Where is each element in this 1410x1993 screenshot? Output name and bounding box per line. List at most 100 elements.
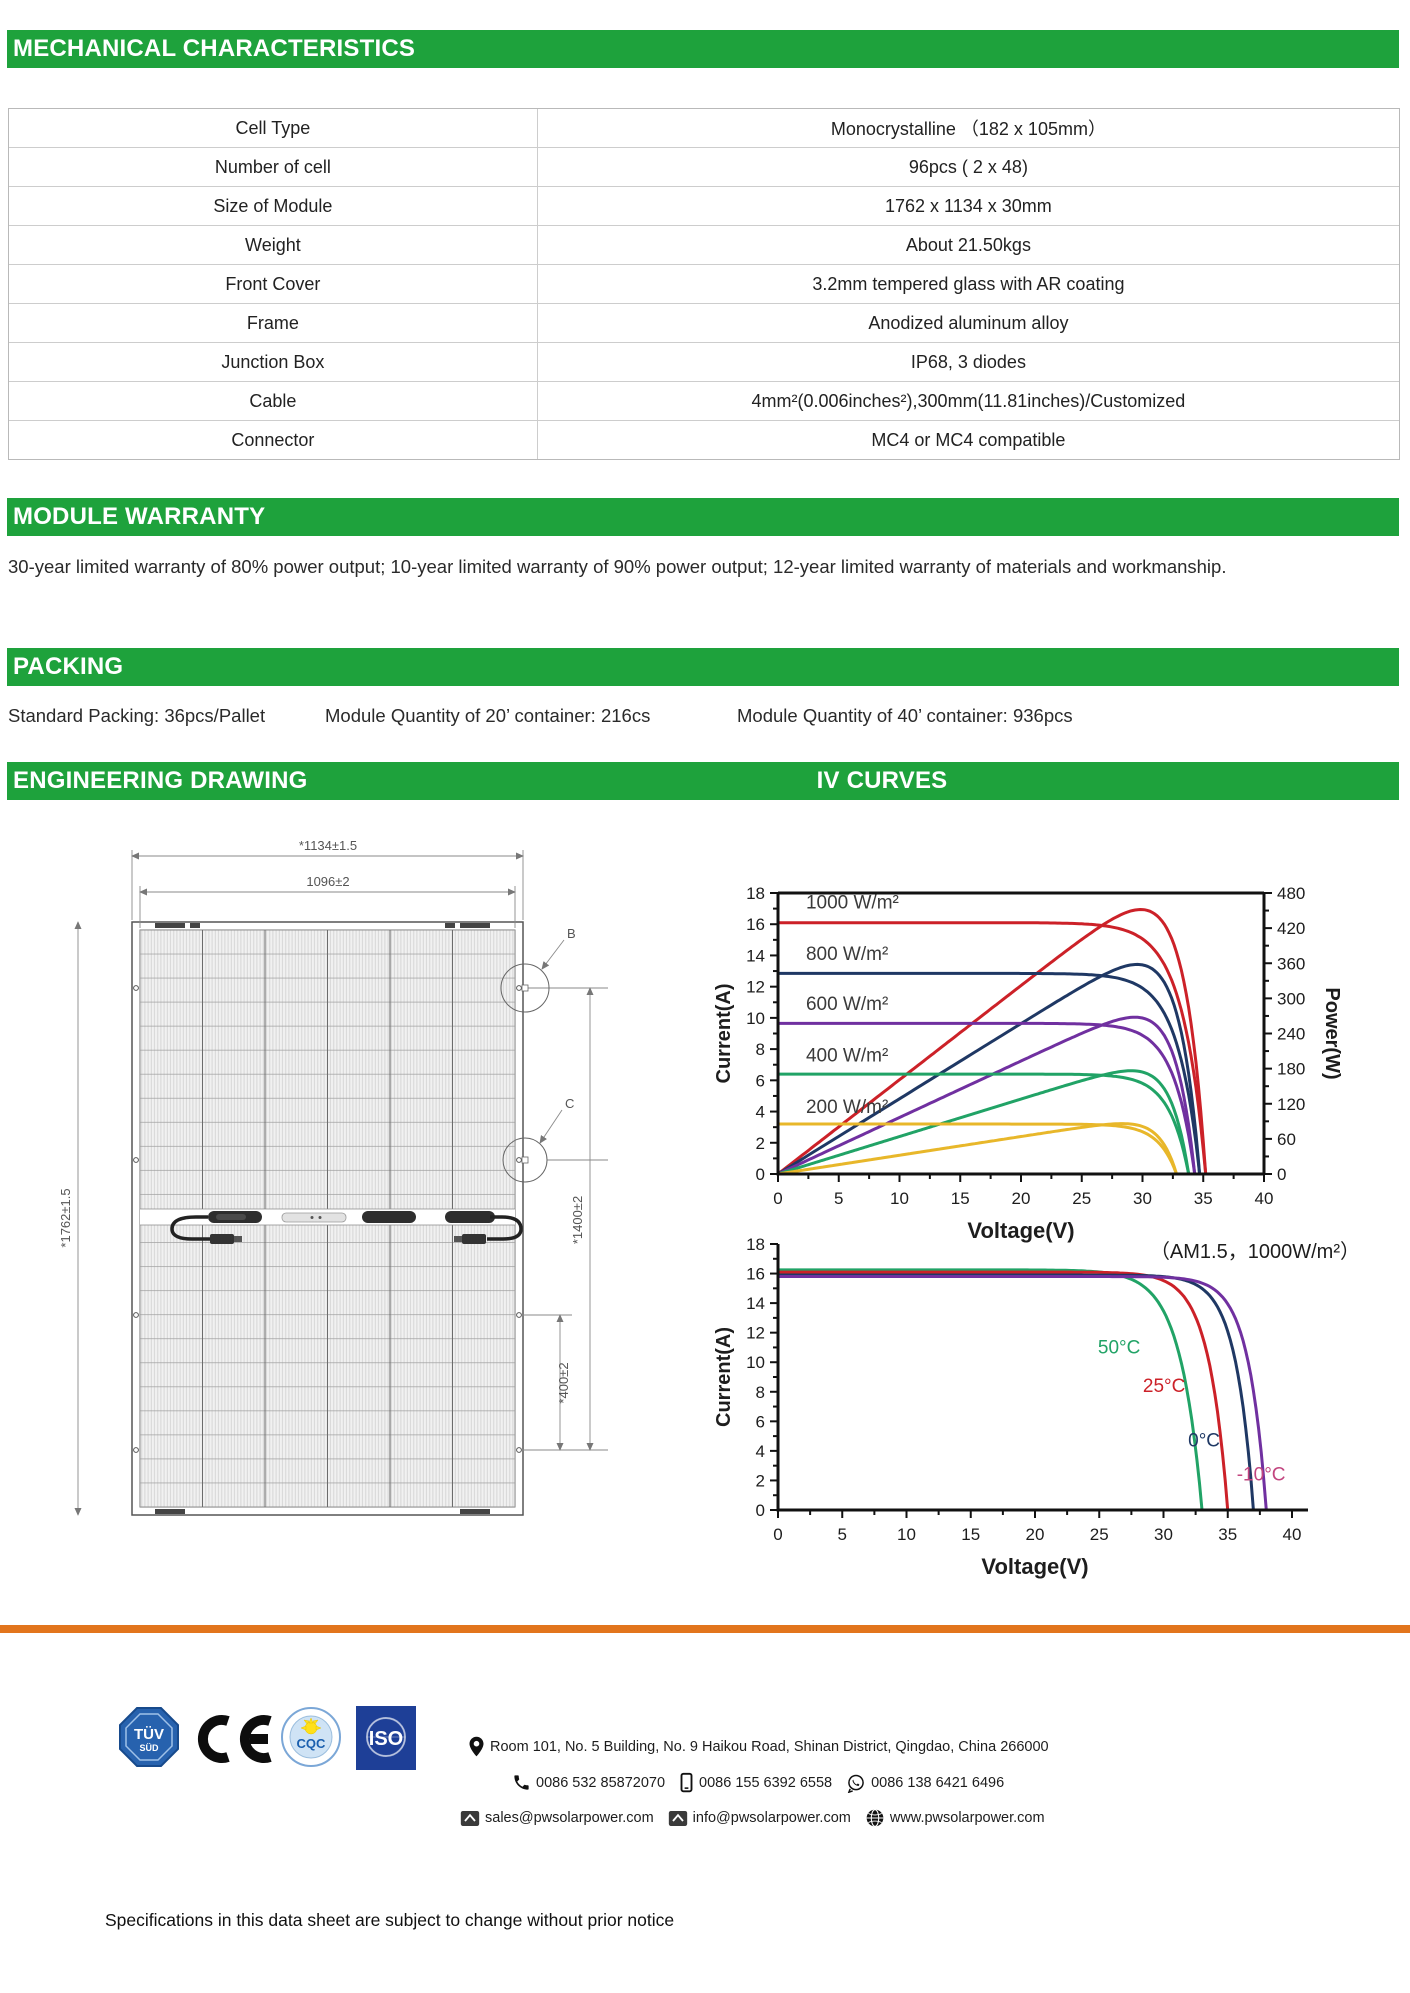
curve-label: 1000 W/m² [806, 893, 899, 914]
table-row: Front Cover 3.2mm tempered glass with AR … [9, 265, 1399, 304]
svg-text:2: 2 [756, 1471, 765, 1490]
svg-text:12: 12 [746, 978, 765, 997]
warranty-text: 30-year limited warranty of 80% power ou… [8, 556, 1227, 577]
svg-text:300: 300 [1277, 989, 1305, 1008]
left-axis-title: Current(A) [713, 984, 735, 1084]
row-label: Connector [9, 421, 538, 459]
iso-logo: ISO [356, 1706, 416, 1770]
svg-text:10: 10 [746, 1353, 765, 1372]
curve-label: 50°C [1098, 1337, 1140, 1358]
address-line: Room 101, No. 5 Building, No. 9 Haikou R… [468, 1736, 1049, 1757]
section-title-iv-curves: IV CURVES [816, 767, 948, 794]
whatsapp-number: 0086 138 6421 6496 [871, 1774, 1005, 1791]
svg-text:25: 25 [1090, 1525, 1109, 1544]
packing-standard: Standard Packing: 36pcs/Pallet [8, 705, 266, 726]
svg-text:4: 4 [756, 1103, 765, 1122]
svg-text:10: 10 [897, 1525, 916, 1544]
engineering-drawing: *1134±1.5 1096±2 *1762±1.5 *400±2 *1400±… [60, 838, 608, 1516]
ce-mark [197, 1715, 272, 1763]
section-header-mechanical: MECHANICAL CHARACTERISTICS [7, 30, 1399, 68]
email-icon [668, 1810, 688, 1827]
tuv-sud-logo: TÜV SÜD [119, 1707, 179, 1767]
email-icon [460, 1810, 480, 1827]
svg-text:ISO: ISO [369, 1728, 403, 1750]
curve-label: 600 W/m² [806, 994, 888, 1015]
website-url: www.pwsolarpower.com [889, 1810, 1045, 1826]
frame-clamp-marks [155, 923, 490, 1514]
svg-text:30: 30 [1154, 1525, 1173, 1544]
svg-text:12: 12 [746, 1324, 765, 1343]
packing-qty40: Module Quantity of 40’ container: 936pcs [737, 705, 1073, 726]
table-row: Junction Box IP68, 3 diodes [9, 343, 1399, 382]
svg-text:14: 14 [746, 1294, 765, 1313]
section-header-packing: PACKING [7, 648, 1399, 686]
row-value: MC4 or MC4 compatible [871, 429, 1066, 450]
svg-text:10: 10 [746, 1009, 765, 1028]
section-title: ENGINEERING DRAWING [13, 767, 308, 794]
curve-label: 400 W/m² [806, 1046, 888, 1067]
table-row: Number of cell 96pcs ( 2 x 48) [9, 148, 1399, 187]
svg-text:360: 360 [1277, 954, 1305, 973]
svg-text:15: 15 [951, 1189, 970, 1208]
svg-text:6: 6 [756, 1071, 765, 1090]
phone-line: 0086 532 85872070 0086 155 6392 6558 008… [512, 1772, 1004, 1793]
left-axis-title: Current(A) [713, 1327, 735, 1427]
phone-icon [512, 1773, 531, 1792]
email-line: sales@pwsolarpower.com info@pwsolarpower… [460, 1808, 1045, 1828]
row-label: Junction Box [9, 343, 538, 381]
callout-c: C [502, 1096, 574, 1183]
svg-text:120: 120 [1277, 1095, 1305, 1114]
table-row: Connector MC4 or MC4 compatible [9, 421, 1399, 459]
svg-text:10: 10 [890, 1189, 909, 1208]
footer-divider [0, 1625, 1410, 1633]
svg-text:60: 60 [1277, 1130, 1296, 1149]
row-label: Frame [9, 304, 538, 342]
row-value: 96pcs ( 2 x 48) [908, 156, 1028, 177]
svg-text:16: 16 [746, 1265, 765, 1284]
row-value: IP68, 3 diodes [910, 351, 1026, 372]
dim-width-inner: 1096±2 [306, 874, 349, 889]
row-value: Monocrystalline （182 x 105mm） [830, 119, 1106, 139]
row-label: Cell Type [9, 109, 538, 147]
iv-irradiance-chart: 1000 W/m² 800 W/m² 600 W/m² 400 W/m² 200 W/m… [713, 884, 1343, 1243]
mounting-holes [133, 985, 522, 1453]
dim-1400: *1400±2 [570, 1196, 585, 1244]
svg-text:15: 15 [961, 1525, 980, 1544]
row-label: Weight [9, 226, 538, 264]
svg-text:0: 0 [773, 1189, 782, 1208]
x-axis-title: Voltage(V) [967, 1218, 1074, 1243]
svg-text:16: 16 [746, 915, 765, 934]
x-axis-title: Voltage(V) [981, 1554, 1088, 1579]
svg-text:SÜD: SÜD [139, 1743, 159, 1753]
email-sales: sales@pwsolarpower.com [485, 1810, 654, 1826]
svg-text:40: 40 [1255, 1189, 1274, 1208]
svg-text:4: 4 [756, 1442, 765, 1461]
svg-text:0: 0 [773, 1525, 782, 1544]
svg-text:8: 8 [756, 1040, 765, 1059]
row-value: 1762 x 1134 x 30mm [885, 195, 1052, 216]
section-title: PACKING [13, 653, 124, 680]
table-row: Size of Module 1762 x 1134 x 30mm [9, 187, 1399, 226]
svg-text:35: 35 [1218, 1525, 1237, 1544]
svg-text:5: 5 [838, 1525, 847, 1544]
curve-label: 200 W/m² [806, 1097, 888, 1118]
dim-400: *400±2 [556, 1362, 571, 1403]
row-value: 4mm²(0.006inches²),300mm(11.81inches)/Cu… [751, 390, 1186, 411]
phone-number: 0086 532 85872070 [536, 1774, 666, 1791]
globe-icon [865, 1808, 885, 1828]
row-label: Number of cell [9, 148, 538, 186]
table-row: Frame Anodized aluminum alloy [9, 304, 1399, 343]
dim-height: *1762±1.5 [60, 1188, 73, 1247]
dim-width-outer: *1134±1.5 [299, 838, 357, 853]
svg-text:40: 40 [1283, 1525, 1302, 1544]
svg-text:420: 420 [1277, 919, 1305, 938]
email-info: info@pwsolarpower.com [692, 1810, 851, 1826]
table-row: Cable 4mm²(0.006inches²),300mm(11.81inche… [9, 382, 1399, 421]
section-header-engineering: ENGINEERING DRAWING IV CURVES [7, 762, 1399, 800]
curve-label: 0°C [1188, 1430, 1220, 1451]
mechanical-table: Cell Type Monocrystalline （182 x 105mm） Nu… [8, 108, 1400, 460]
row-label: Cable [9, 382, 538, 420]
svg-text:C: C [565, 1096, 574, 1111]
svg-text:240: 240 [1277, 1025, 1305, 1044]
